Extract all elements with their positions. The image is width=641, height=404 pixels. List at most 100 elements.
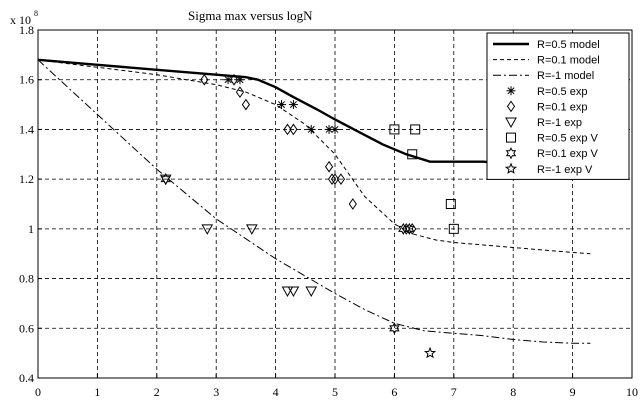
series-r-0-5-exp-v-point (410, 124, 421, 135)
legend-label: R=0.5 exp V (537, 133, 599, 145)
legend-label: R=0.1 model (537, 55, 600, 67)
legend-entry: R=0.5 exp (506, 86, 587, 98)
series-r-0-1-exp-v-point (160, 173, 171, 186)
series-r-0-1-exp-v (160, 173, 415, 335)
legend-entry: R=0.1 exp V (505, 147, 599, 160)
legend-label: R=0.1 exp V (537, 148, 599, 160)
legend-entry: R=0.1 model (493, 55, 600, 67)
series-r-0-5-exp-v (389, 124, 459, 234)
series-r-0-1-exp-v-point (389, 322, 400, 335)
series-r-0-1-exp-v-point (403, 222, 415, 235)
series-r-0-5-exp-point (324, 124, 334, 134)
series-r-0-1-exp-point (348, 198, 357, 210)
series-r-0-5-exp-point (330, 124, 340, 134)
x-tick-label: 8 (510, 385, 516, 399)
legend-label: R=-1 exp V (537, 164, 593, 176)
series-r-0-5-exp-point-stroke (289, 101, 297, 109)
series-r-1-model (37, 59, 591, 344)
legend-label: R=0.5 model (537, 39, 600, 51)
series-r-1-exp-v (424, 346, 437, 359)
x-tick-label: 0 (35, 385, 41, 399)
legend-box (486, 32, 630, 180)
x-tick-label: 4 (273, 385, 279, 399)
series-r-0-5-exp-point-stroke (278, 101, 286, 109)
series-r-0-1-exp-point (324, 160, 334, 173)
series-r-0-1-exp-point (408, 222, 417, 235)
y-multiplier-base: x 10 (10, 13, 31, 27)
x-tick-label: 2 (154, 385, 160, 399)
legend-entry: R=-1 model (493, 70, 594, 82)
y-tick-label: 0.8 (19, 272, 34, 286)
series-r-0-1-exp-point (235, 86, 245, 99)
series-r-0-5-exp-point-stroke (224, 76, 232, 84)
y-axis-multiplier: x 10 8 (10, 9, 38, 27)
y-tick-label: 1.8 (19, 23, 34, 37)
series-r-0-1-model (37, 59, 591, 255)
legend-entry: R=-1 exp (505, 117, 582, 129)
series-r-0-1-exp-point (289, 123, 298, 136)
series-r-1-exp (159, 174, 318, 298)
legend-entry: R=-1 exp V (504, 162, 593, 176)
x-tick-label: 5 (332, 385, 338, 399)
legend-marker-swatch (504, 162, 518, 174)
series-r-0-1-exp-point (229, 73, 239, 86)
series-r-1-exp-point (201, 224, 214, 235)
legend-label: R=-1 exp (537, 117, 582, 129)
legend-label: R=0.5 exp (537, 86, 587, 98)
series-r-1-exp-point (245, 224, 258, 235)
y-multiplier-exponent: 8 (34, 9, 38, 18)
legend-entry: R=0.5 exp V (506, 132, 599, 145)
legend-entry: R=0.5 model (493, 39, 600, 51)
series-r-0-5-exp-v-point (448, 223, 459, 234)
legend-entry: R=0.1 exp (506, 100, 587, 113)
series-r-1-exp-point (281, 286, 294, 298)
legend-marker-swatch (506, 86, 516, 96)
y-tick-label: 1 (28, 222, 34, 236)
x-tick-label: 9 (570, 385, 576, 399)
series-r-0-1-model-line (37, 59, 591, 255)
series-r-0-5-exp-v-point (445, 199, 456, 209)
series-r-0-5-exp-point (277, 100, 287, 110)
x-tick-label: 3 (213, 385, 219, 399)
series-r-0-5-exp-point-stroke (236, 76, 244, 84)
series-r-1-exp-v-point (424, 346, 437, 359)
plot-frame (37, 29, 633, 379)
x-tick-label: 7 (451, 385, 457, 399)
legend-marker-swatch (506, 100, 516, 113)
series-r-0-1-exp-point (241, 98, 251, 111)
series-r-0-1-exp-point (330, 173, 340, 186)
series-r-0-5-exp-point-stroke (331, 125, 339, 133)
series-r-0-5-exp-point (288, 100, 298, 110)
series-r-0-5-exp-point-stroke (307, 125, 315, 133)
y-tick-label: 0.6 (19, 321, 34, 335)
legend-label: R=0.1 exp (537, 101, 587, 113)
series-r-0-1-exp-point (327, 173, 337, 186)
legend-label: R=-1 model (537, 70, 594, 82)
series-r-1-model-line (37, 59, 591, 344)
series-r-0-5-exp-v-point (389, 124, 400, 135)
y-tick-label: 1.6 (19, 73, 34, 87)
series-r-0-5-exp-v-point (407, 149, 418, 160)
series-r-0-1-exp-point (402, 222, 411, 235)
x-tick-label: 1 (94, 385, 100, 399)
legend-marker-swatch (506, 132, 516, 143)
legend-marker-swatch (505, 117, 517, 129)
x-tick-label: 10 (626, 385, 638, 399)
series-r-0-5-exp-point-stroke (325, 125, 333, 133)
y-tick-label: 0.4 (19, 371, 34, 385)
series-r-0-5-exp (223, 75, 340, 134)
legend: R=0.5 model R=0.1 model R=-1 model R=0.5 ex… (486, 32, 630, 180)
series-r-0-1-exp-point (336, 173, 346, 186)
series-r-0-5-exp-point (306, 124, 316, 134)
chart-title: Sigma max versus logN (188, 8, 313, 23)
y-tick-label: 1.4 (19, 122, 34, 136)
x-tick-label: 6 (391, 385, 397, 399)
legend-marker-swatch-stroke (507, 87, 515, 95)
axes-box (37, 29, 633, 379)
series-r-0-5-exp-point (235, 75, 245, 85)
legend-marker-swatch (505, 147, 517, 160)
series-r-0-1-exp-point (200, 73, 209, 86)
tick-labels: 0 1 2 3 4 5 6 7 8 9 10 0.4 0.6 0.8 1 1.2 1.4 1.6 1.8 (19, 23, 638, 399)
